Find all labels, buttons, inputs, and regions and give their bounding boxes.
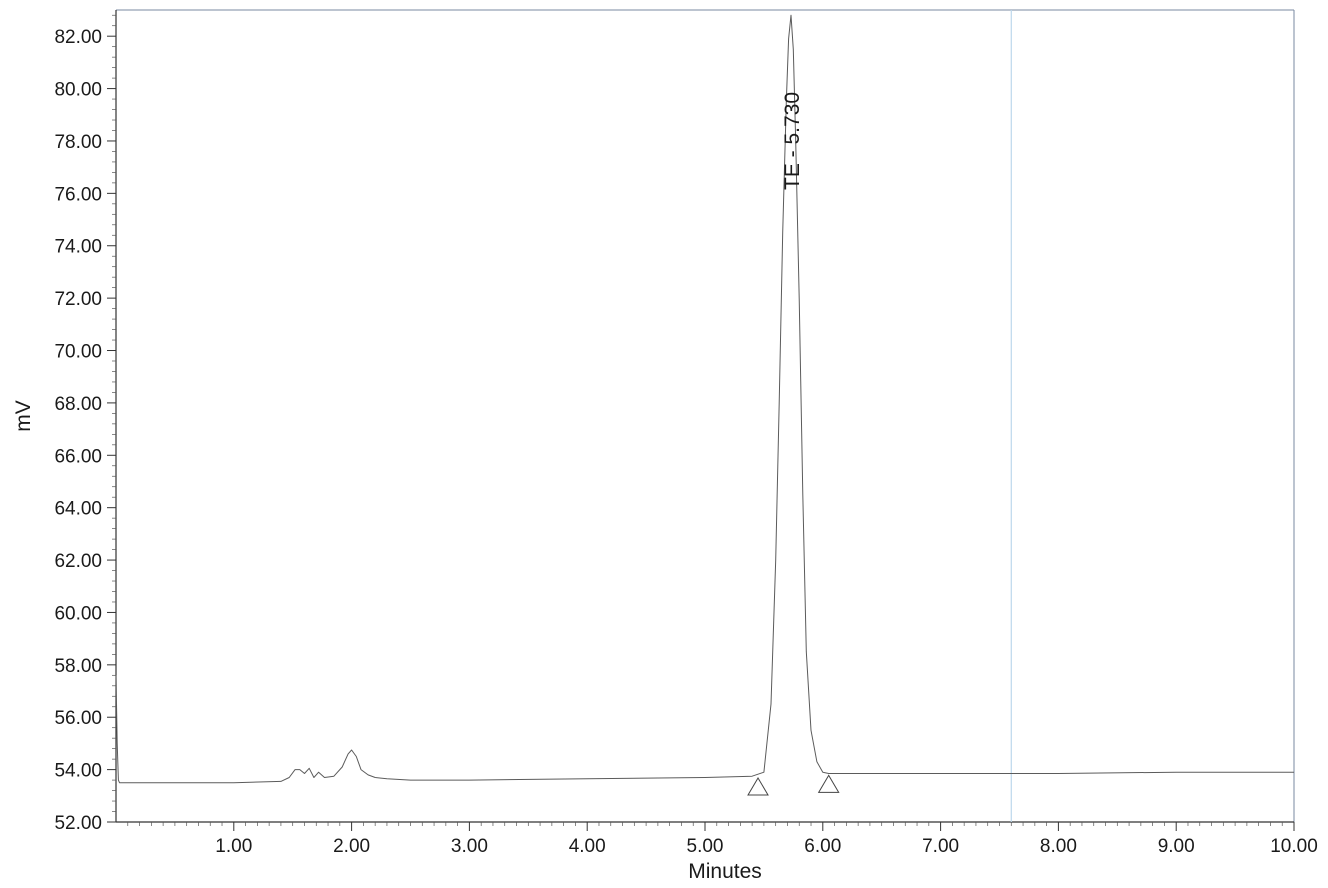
x-axis-title: Minutes — [688, 860, 762, 883]
y-tick-label: 54.00 — [54, 761, 102, 782]
x-tick-label: 5.00 — [687, 836, 724, 857]
y-tick-label: 66.00 — [54, 446, 102, 467]
labels-layer: 52.00 54.00 56.00 58.00 60.00 62.00 64.00 66.00… — [12, 27, 1318, 883]
integration-marker — [747, 776, 769, 796]
y-tick-label: 64.00 — [54, 499, 102, 520]
x-tick-label: 7.00 — [922, 836, 959, 857]
y-tick-label: 80.00 — [54, 80, 102, 101]
axis-ticks — [107, 14, 1295, 831]
x-tick-label: 4.00 — [569, 836, 606, 857]
x-tick-label: 9.00 — [1158, 836, 1195, 857]
integration-markers — [747, 774, 840, 796]
x-tick-label: 6.00 — [804, 836, 841, 857]
peak-label: TE - 5.730 — [781, 92, 804, 190]
integration-marker — [817, 774, 840, 793]
y-tick-label: 58.00 — [54, 656, 102, 677]
y-tick-label: 52.00 — [54, 813, 102, 834]
y-tick-label: 62.00 — [54, 551, 102, 572]
x-tick-label: 3.00 — [451, 836, 488, 857]
y-axis-title: mV — [12, 400, 35, 432]
x-tick-label: 1.00 — [215, 836, 252, 857]
y-tick-label: 74.00 — [54, 237, 102, 258]
y-tick-label: 60.00 — [54, 603, 102, 624]
chromatogram-trace — [115, 14, 1294, 784]
plot-frame — [115, 9, 1295, 823]
y-tick-label: 68.00 — [54, 394, 102, 415]
y-tick-label: 56.00 — [54, 708, 102, 729]
x-tick-label: 10.00 — [1270, 836, 1318, 857]
y-tick-label: 72.00 — [54, 289, 102, 310]
y-tick-label: 70.00 — [54, 342, 102, 363]
y-tick-label: 82.00 — [54, 27, 102, 48]
x-tick-label: 8.00 — [1040, 836, 1077, 857]
series-layer — [115, 14, 1294, 784]
y-tick-label: 76.00 — [54, 184, 102, 205]
y-tick-label: 78.00 — [54, 132, 102, 153]
x-tick-label: 2.00 — [333, 836, 370, 857]
